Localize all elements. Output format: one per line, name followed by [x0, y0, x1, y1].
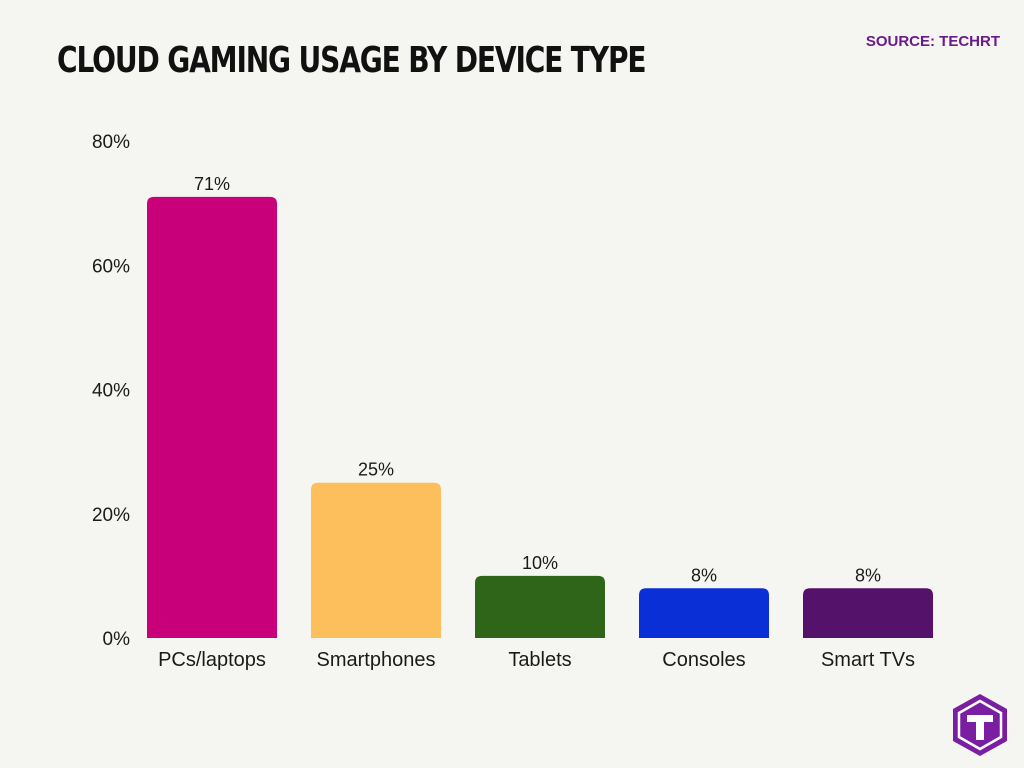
bar	[803, 588, 933, 638]
bar-chart: 0% 20% 40% 60% 80% 71% PCs/laptops 25% Smartphon…	[92, 132, 933, 671]
x-category-label: Consoles	[662, 649, 745, 671]
x-category-label: Smart TVs	[821, 649, 915, 671]
bar-value-label: 25%	[358, 460, 394, 480]
source-label: SOURCE: TECHRT	[865, 33, 1000, 50]
y-tick-label: 20%	[92, 505, 130, 526]
bar	[639, 588, 769, 638]
bar	[311, 482, 441, 638]
y-tick-label: 40%	[92, 381, 130, 402]
bar	[147, 196, 277, 638]
y-tick-label: 60%	[92, 256, 130, 277]
chart-title: CLOUD GAMING USAGE BY DEVICE TYPE	[57, 40, 647, 81]
y-tick-label: 0%	[103, 629, 131, 650]
bar-value-label: 8%	[855, 565, 881, 585]
bar	[475, 575, 605, 638]
x-category-label: PCs/laptops	[158, 649, 266, 671]
bar-value-label: 10%	[522, 553, 558, 573]
techrt-logo-icon	[953, 694, 1007, 756]
y-tick-label: 80%	[92, 132, 130, 153]
x-category-label: Tablets	[508, 649, 571, 671]
x-category-label: Smartphones	[317, 649, 436, 671]
bar-value-label: 8%	[691, 565, 717, 585]
bar-value-label: 71%	[194, 174, 230, 194]
